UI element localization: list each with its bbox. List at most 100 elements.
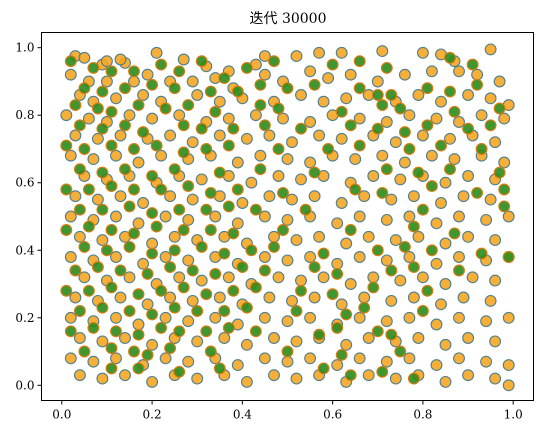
orange-point: [281, 254, 294, 267]
orange-point: [78, 51, 91, 64]
green-point: [128, 143, 140, 155]
green-point: [371, 325, 384, 338]
green-point: [475, 143, 488, 155]
orange-point: [245, 176, 258, 189]
orange-point: [466, 271, 479, 284]
orange-point: [281, 355, 294, 368]
green-point: [254, 163, 267, 176]
orange-point: [137, 197, 150, 209]
orange-point: [430, 318, 443, 331]
green-point: [295, 284, 307, 297]
orange-point: [263, 190, 276, 203]
orange-point: [475, 109, 488, 122]
orange-point: [254, 149, 267, 162]
orange-point: [150, 46, 163, 59]
green-point: [258, 264, 271, 277]
orange-point: [186, 75, 199, 88]
orange-point: [286, 294, 298, 307]
green-point: [159, 102, 172, 115]
green-point: [227, 284, 240, 297]
y-axis-ticks: 0.0 0.2 0.4 0.6 0.8 1.0: [15, 41, 42, 392]
orange-point: [353, 352, 366, 365]
green-point: [213, 166, 226, 179]
orange-point: [389, 372, 402, 385]
orange-point: [182, 213, 195, 226]
green-point: [182, 180, 195, 193]
orange-point: [502, 210, 515, 223]
orange-point: [380, 116, 393, 128]
orange-point: [430, 257, 443, 270]
orange-point: [110, 311, 122, 324]
green-point: [60, 224, 73, 236]
orange-point: [453, 251, 465, 263]
orange-point: [286, 136, 298, 149]
orange-point: [281, 213, 294, 226]
orange-point: [64, 311, 77, 324]
green-point: [462, 122, 475, 135]
orange-point: [367, 271, 380, 284]
orange-point: [416, 129, 429, 142]
green-point: [258, 119, 271, 132]
green-point: [227, 122, 240, 135]
orange-point: [268, 369, 280, 382]
orange-point: [430, 359, 443, 372]
green-point: [335, 105, 348, 118]
orange-point: [295, 173, 307, 186]
orange-point: [367, 170, 380, 182]
orange-point: [439, 375, 452, 388]
orange-point: [286, 193, 298, 206]
y-tick-label: 0.0: [15, 378, 34, 392]
orange-point: [209, 210, 222, 223]
green-point: [376, 365, 389, 378]
green-point: [407, 261, 420, 274]
plot-frame: [41, 32, 534, 401]
green-point: [195, 122, 208, 135]
green-point: [281, 345, 294, 358]
green-point: [105, 180, 118, 193]
green-point: [82, 183, 95, 196]
green-point: [421, 119, 434, 132]
green-point: [100, 244, 113, 257]
green-point: [141, 348, 154, 361]
green-point: [146, 78, 159, 91]
orange-point: [340, 338, 353, 351]
green-point: [209, 105, 222, 118]
orange-point: [164, 190, 177, 203]
orange-point: [435, 95, 447, 108]
orange-point: [344, 68, 357, 81]
orange-point: [91, 193, 104, 206]
green-point: [245, 244, 258, 257]
orange-point: [100, 55, 113, 68]
orange-point: [457, 291, 470, 304]
green-point: [222, 139, 235, 152]
orange-point: [416, 271, 429, 284]
orange-point: [96, 234, 109, 247]
orange-point: [371, 75, 384, 88]
green-point: [155, 183, 168, 196]
green-point: [173, 203, 186, 216]
orange-point: [304, 251, 317, 263]
green-point: [168, 82, 181, 95]
green-point: [268, 55, 280, 68]
orange-point: [159, 251, 172, 263]
orange-point: [439, 278, 452, 290]
green-point: [128, 227, 140, 240]
green-point: [299, 203, 312, 216]
green-point: [155, 321, 168, 334]
green-point: [249, 281, 262, 294]
orange-point: [132, 217, 145, 230]
green-point: [331, 321, 344, 334]
orange-point: [457, 190, 470, 203]
green-point: [371, 122, 384, 135]
orange-point: [123, 109, 136, 122]
orange-point: [137, 257, 150, 270]
orange-point: [331, 217, 344, 230]
green-point: [182, 99, 195, 112]
green-point: [313, 328, 326, 341]
orange-point: [416, 46, 429, 59]
green-point: [277, 224, 289, 236]
green-point: [444, 51, 456, 64]
green-point: [123, 240, 136, 253]
green-point: [123, 305, 136, 317]
green-point: [272, 143, 285, 155]
